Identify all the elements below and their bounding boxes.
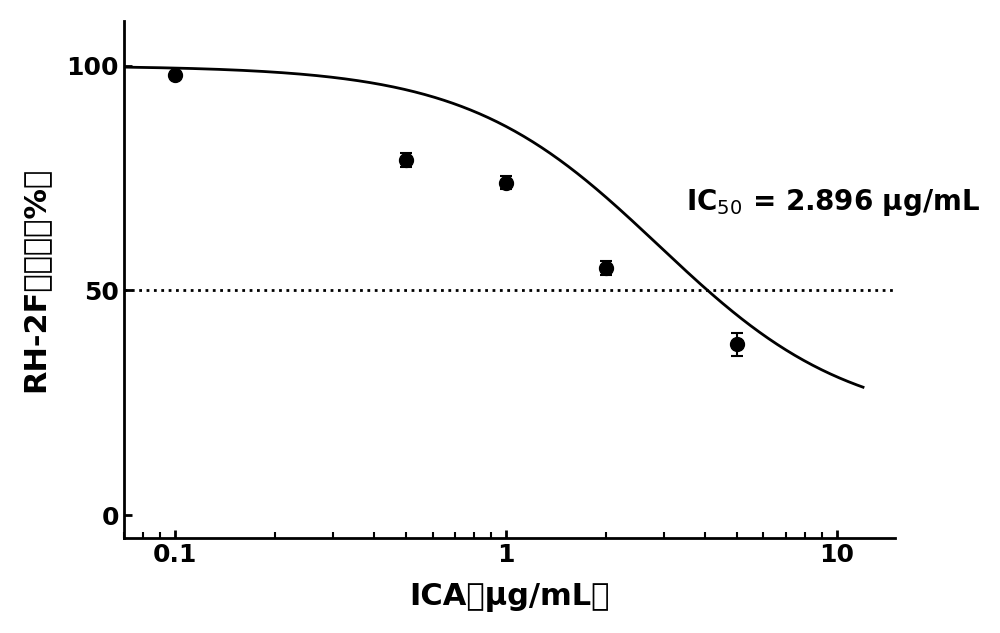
Text: IC$_{50}$ = 2.896 μg/mL: IC$_{50}$ = 2.896 μg/mL [686,187,980,218]
X-axis label: ICA（μg/mL）: ICA（μg/mL） [409,583,610,612]
Y-axis label: RH-2F存活率（%）: RH-2F存活率（%） [21,166,50,392]
